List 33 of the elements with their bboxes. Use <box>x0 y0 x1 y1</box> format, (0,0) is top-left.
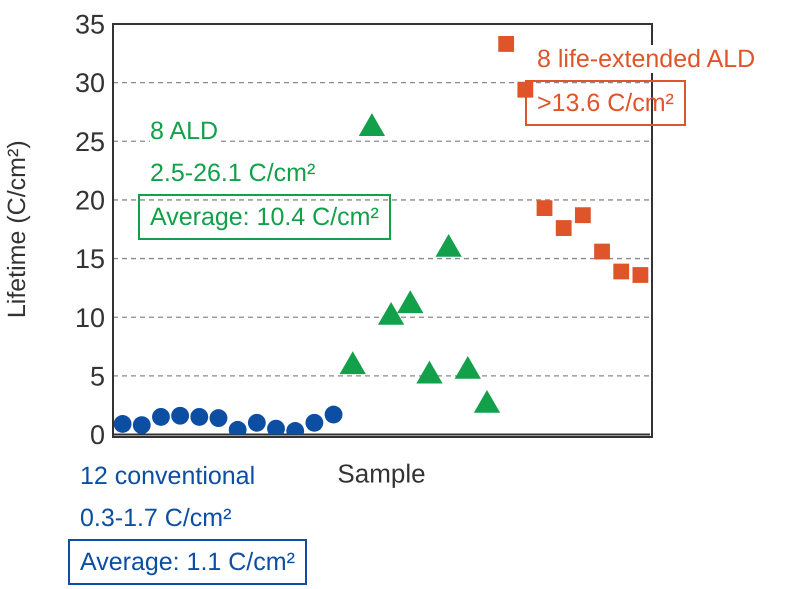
y-tick-label: 25 <box>74 126 105 157</box>
y-tick-label: 5 <box>90 361 105 392</box>
y-tick-label: 10 <box>74 302 105 333</box>
y-axis-title: Lifetime (C/cm²) <box>2 140 31 318</box>
annotation: Average: 10.4 C/cm² <box>138 194 391 240</box>
point <box>190 408 208 426</box>
y-tick-label: 15 <box>74 244 105 274</box>
y-tick-label: 30 <box>74 68 105 98</box>
point <box>152 408 170 426</box>
point <box>556 220 572 236</box>
text: 0.3-1.7 C/cm² <box>80 503 232 534</box>
point <box>613 264 630 280</box>
point <box>498 36 514 52</box>
y-tick-label: 35 <box>74 10 105 40</box>
point <box>210 409 228 427</box>
point <box>248 414 266 432</box>
point <box>536 200 552 216</box>
point <box>324 406 342 424</box>
text: Average: 1.1 C/cm² <box>68 539 307 585</box>
point <box>594 244 610 260</box>
annotation: 2.5-26.1 C/cm² <box>150 158 316 189</box>
point <box>305 414 324 432</box>
point <box>132 416 151 434</box>
y-tick-label: 0 <box>90 420 105 450</box>
series-label: 8 life-extended ALD <box>537 45 756 73</box>
point <box>632 267 648 283</box>
point <box>171 406 190 425</box>
x-axis-title: Sample <box>337 458 426 488</box>
series-label: 12 conventional <box>80 462 256 490</box>
point <box>574 207 591 224</box>
text: 8 ALD <box>150 117 218 145</box>
y-tick-label: 20 <box>74 186 105 216</box>
point <box>114 415 132 433</box>
